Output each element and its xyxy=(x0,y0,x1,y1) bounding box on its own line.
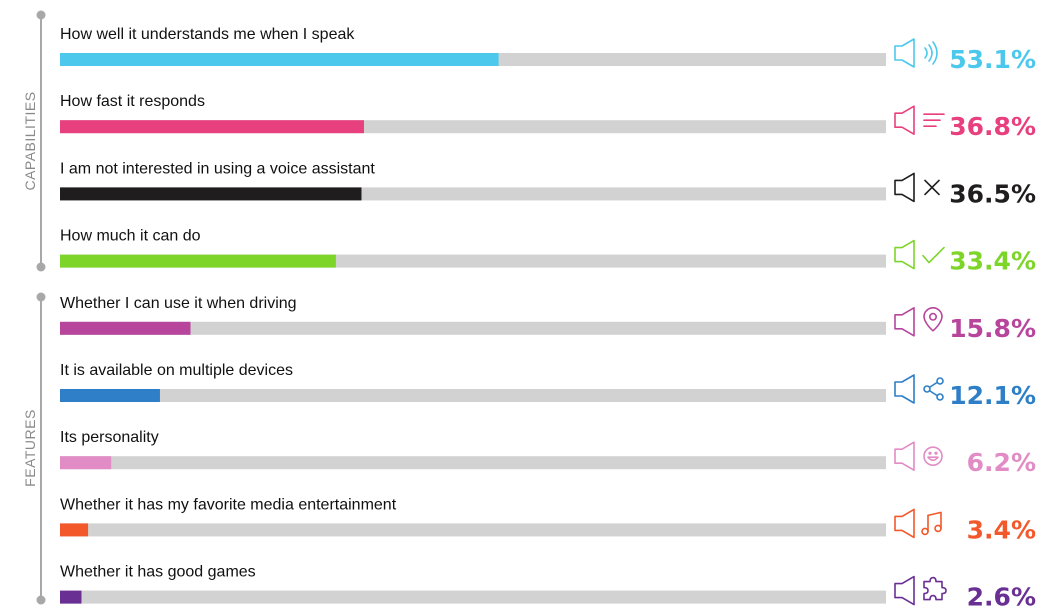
speaker-share-icon xyxy=(894,374,944,404)
value-label: 2.6% xyxy=(967,583,1036,612)
group-label: FEATURES xyxy=(22,409,38,487)
bar-track xyxy=(60,321,886,335)
speaker-fast-lines-icon xyxy=(894,105,945,135)
bar-row: It is available on multiple devices 12.1% xyxy=(60,362,1036,410)
bar-fill xyxy=(60,187,362,201)
value-label: 15.8% xyxy=(949,314,1036,343)
value-label: 12.1% xyxy=(949,381,1036,410)
bar-row: I am not interested in using a voice ass… xyxy=(60,160,1036,208)
bracket-cap-top xyxy=(36,10,46,20)
bar-row: Whether it has good games 2.6% xyxy=(60,564,1036,612)
speaker-checkmark-icon xyxy=(894,239,945,270)
category-label: Its personality xyxy=(60,429,159,446)
bar-row: How fast it responds 36.8% xyxy=(60,93,1036,141)
bar-row: How much it can do 33.4% xyxy=(60,228,1036,276)
speaker-sound-waves-icon xyxy=(894,38,938,68)
speaker-muted-x-icon xyxy=(894,172,940,203)
speaker-puzzle-icon xyxy=(894,575,947,606)
bar-row: Whether I can use it when driving 15.8% xyxy=(60,295,1036,343)
bracket-cap-top xyxy=(36,292,46,302)
bar-fill xyxy=(60,389,160,402)
group-bracket-features: FEATURES xyxy=(22,292,46,605)
bar-fill xyxy=(60,456,112,470)
group-label: CAPABILITIES xyxy=(22,91,38,190)
speaker-music-note-icon xyxy=(894,508,942,539)
value-label: 3.4% xyxy=(967,515,1036,544)
bar-row: Its personality 6.2% xyxy=(60,429,1036,477)
bar-fill xyxy=(60,321,191,335)
bar-fill xyxy=(60,590,82,604)
value-label: 33.4% xyxy=(949,247,1036,276)
bar-fill xyxy=(60,254,336,268)
speaker-smiley-icon xyxy=(894,441,943,472)
bar-track xyxy=(60,523,886,537)
bar-track xyxy=(60,590,886,604)
category-label: How well it understands me when I speak xyxy=(60,26,355,43)
value-label: 36.8% xyxy=(949,112,1036,141)
bar-fill xyxy=(60,53,499,66)
category-label: It is available on multiple devices xyxy=(60,362,293,379)
value-label: 36.5% xyxy=(949,179,1036,208)
bar-fill xyxy=(60,120,364,134)
bar-track xyxy=(60,456,886,470)
category-label: I am not interested in using a voice ass… xyxy=(60,160,375,177)
value-label: 53.1% xyxy=(949,45,1036,74)
bar-row: Whether it has my favorite media enterta… xyxy=(60,496,1036,544)
bar-row: How well it understands me when I speak 5… xyxy=(60,26,1036,74)
value-label: 6.2% xyxy=(967,448,1036,477)
bar-track xyxy=(60,389,886,402)
speaker-location-pin-icon xyxy=(894,306,943,337)
bar-fill xyxy=(60,523,89,537)
category-label: How fast it responds xyxy=(60,93,205,110)
group-bracket-capabilities: CAPABILITIES xyxy=(22,10,46,272)
bracket-cap-bottom xyxy=(36,262,46,272)
category-label: Whether it has good games xyxy=(60,564,256,581)
category-label: How much it can do xyxy=(60,228,201,245)
bracket-cap-bottom xyxy=(36,595,46,605)
category-label: Whether I can use it when driving xyxy=(60,295,297,312)
category-label: Whether it has my favorite media enterta… xyxy=(60,496,397,513)
